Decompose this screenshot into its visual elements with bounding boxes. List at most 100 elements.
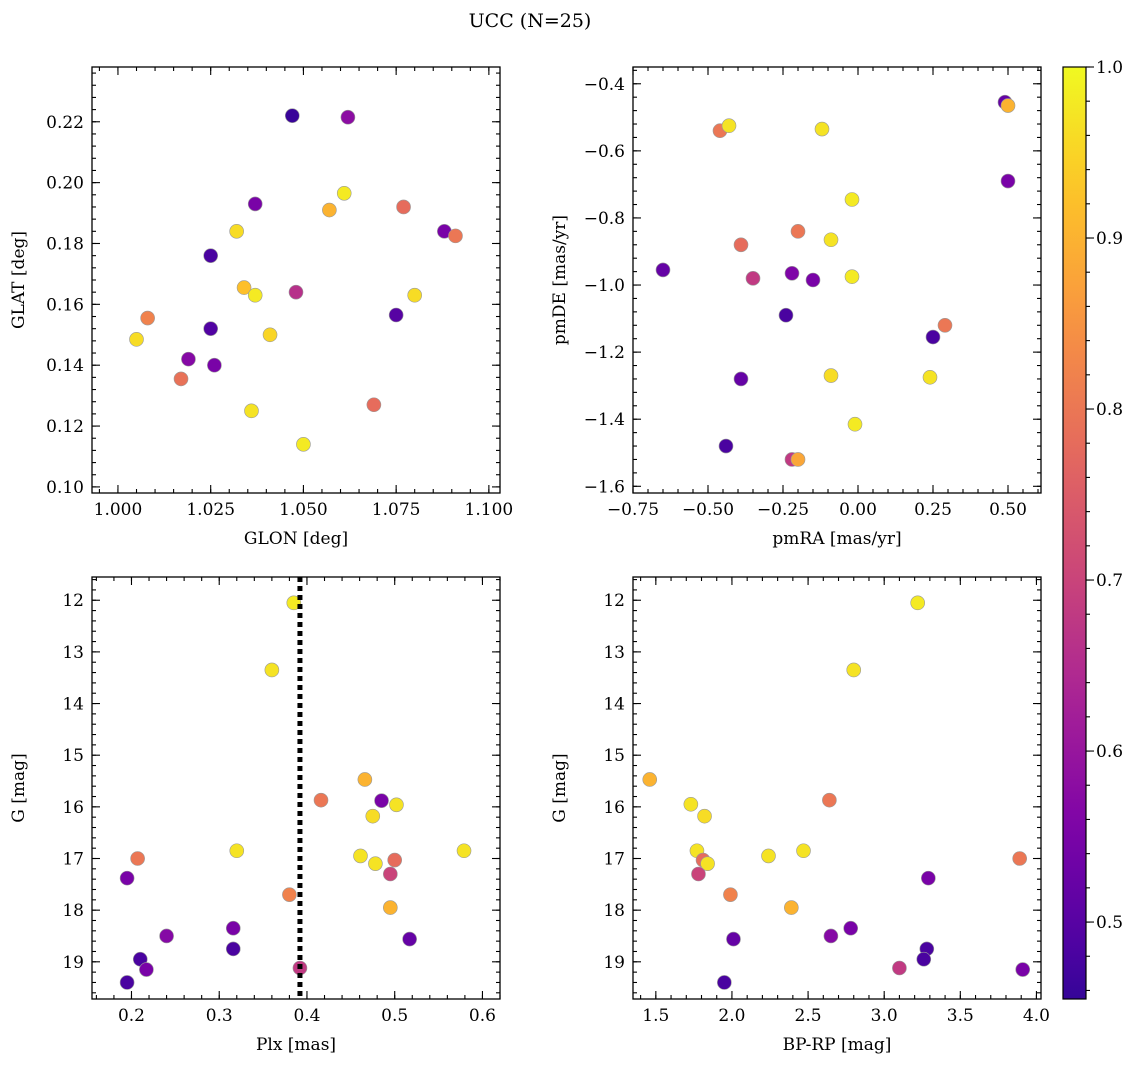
x-axis-label: BP-RP [mag] xyxy=(783,1035,892,1055)
y-axis-label: G [mag] xyxy=(9,753,29,822)
scatter-point xyxy=(925,329,941,345)
scatter-point xyxy=(229,843,245,859)
scatter-point xyxy=(236,280,252,295)
y-tick-label: 17 xyxy=(62,850,84,870)
scatter-point xyxy=(723,887,738,902)
y-tick-label: −0.8 xyxy=(584,209,625,229)
scatter-point xyxy=(718,438,734,454)
y-tick-label: 12 xyxy=(62,591,84,611)
scatter-point xyxy=(402,931,417,947)
scatter-point xyxy=(388,307,404,323)
x-tick-label: −0.25 xyxy=(757,500,809,520)
scatter-point xyxy=(733,371,749,387)
y-tick-label: −1.6 xyxy=(584,477,625,497)
scatter-point xyxy=(822,792,837,808)
x-tick-label: 1.050 xyxy=(279,500,328,520)
x-tick-label: 0.00 xyxy=(839,500,877,520)
scatter-point xyxy=(286,595,302,611)
scatter-point xyxy=(448,228,463,244)
scatter-point xyxy=(847,416,863,432)
scatter-point xyxy=(784,265,800,281)
scatter-point xyxy=(1000,98,1016,113)
scatter-point xyxy=(823,232,839,248)
y-tick-label: −1.0 xyxy=(584,276,625,296)
scatter-point xyxy=(823,368,839,383)
scatter-point xyxy=(374,793,389,808)
y-tick-label: 0.14 xyxy=(46,356,84,376)
y-tick-label: −1.4 xyxy=(584,410,625,430)
scatter-point xyxy=(247,196,263,212)
scatter-point xyxy=(843,920,859,936)
scatter-point xyxy=(846,662,862,678)
colorbar-tick-label: 1.0 xyxy=(1096,58,1123,78)
x-tick-label: 1.025 xyxy=(186,500,235,520)
y-tick-label: 0.10 xyxy=(46,478,84,498)
scatter-point xyxy=(823,928,839,944)
y-tick-label: 18 xyxy=(603,901,625,921)
scatter-point xyxy=(916,951,932,967)
scatter-point xyxy=(683,796,699,812)
scatter-point xyxy=(396,199,411,215)
x-tick-label: 1.075 xyxy=(372,500,421,520)
scatter-point xyxy=(937,317,953,333)
y-axis-label: G [mag] xyxy=(550,753,570,822)
scatter-point xyxy=(1012,851,1027,866)
x-tick-label: 3.5 xyxy=(947,1006,974,1026)
scatter-point xyxy=(173,371,189,387)
colorbar-gradient xyxy=(1062,66,1087,1000)
scatter-point xyxy=(726,931,741,947)
scatter-point xyxy=(922,369,938,385)
scatter-point xyxy=(203,321,218,336)
scatter-point xyxy=(805,272,821,288)
x-axis-label: pmRA [mas/yr] xyxy=(772,529,901,549)
scatter-point xyxy=(119,975,135,990)
scatter-point xyxy=(1015,962,1031,977)
plot-frame xyxy=(632,66,1042,494)
scatter-point xyxy=(389,797,404,813)
scatter-point xyxy=(366,397,382,413)
scatter-point xyxy=(892,960,907,976)
x-tick-label: 0.2 xyxy=(118,1006,145,1026)
scatter-point xyxy=(288,284,304,300)
y-tick-label: 12 xyxy=(603,591,625,611)
figure-title: UCC (N=25) xyxy=(469,10,592,32)
scatter-point xyxy=(761,848,776,864)
scatter-point xyxy=(296,437,311,452)
scatter-point xyxy=(247,287,263,303)
scatter-point xyxy=(225,941,241,957)
x-tick-label: 1.100 xyxy=(465,500,514,520)
scatter-point xyxy=(159,928,174,944)
y-tick-label: 18 xyxy=(62,901,84,921)
scatter-point xyxy=(203,248,218,263)
scatter-point xyxy=(733,237,749,253)
panel-plx-g: 0.2 0.3 0.4 0.5 0.6 12 13 14 15 16 17 18 19 Plx [mas]… xyxy=(9,576,501,1055)
scatter-point xyxy=(119,870,135,886)
scatter-point xyxy=(130,851,145,866)
scatter-point xyxy=(262,327,278,343)
x-tick-label: 1.000 xyxy=(94,500,143,520)
x-axis-label: GLON [deg] xyxy=(244,529,348,549)
scatter-point xyxy=(700,856,715,871)
scatter-point xyxy=(181,351,196,367)
colorbar-tick-label: 0.7 xyxy=(1096,571,1123,591)
scatter-point xyxy=(336,185,352,201)
scatter-point xyxy=(697,808,712,824)
x-tick-label: 0.25 xyxy=(914,500,952,520)
x-tick-label: 4.0 xyxy=(1023,1006,1050,1026)
scatter-point xyxy=(340,109,356,125)
y-tick-label: 16 xyxy=(603,798,625,818)
colorbar-tick-label: 0.9 xyxy=(1096,229,1123,249)
scatter-point xyxy=(365,808,381,824)
y-tick-label: 14 xyxy=(62,695,84,715)
scatter-point xyxy=(322,202,337,218)
plot-frame xyxy=(632,576,1042,1000)
scatter-point xyxy=(844,192,860,207)
panel-pmra-pmde: −0.75 −0.50 −0.25 0.00 0.25 0.50 −1.6 −1.4 −1.2 −… xyxy=(550,66,1042,549)
y-tick-label: 15 xyxy=(603,746,625,766)
x-tick-label: 1.5 xyxy=(642,1006,669,1026)
x-tick-label: −0.75 xyxy=(607,500,659,520)
scatter-point xyxy=(140,310,155,326)
scatter-point xyxy=(784,900,799,915)
x-tick-label: 3.0 xyxy=(871,1006,898,1026)
y-tick-label: 19 xyxy=(62,953,84,973)
